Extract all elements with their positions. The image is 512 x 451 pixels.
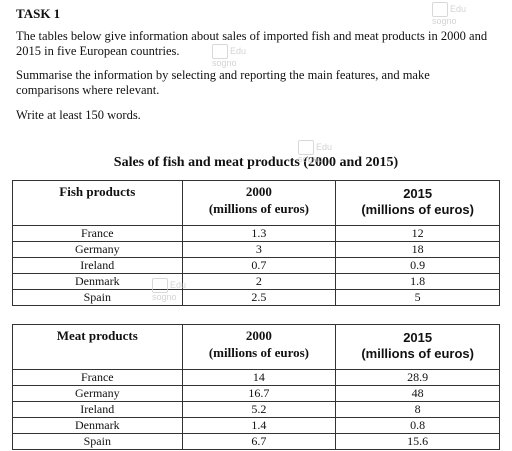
logo-icon xyxy=(298,140,314,155)
unit-label: (millions of euros) xyxy=(208,345,309,360)
logo-icon xyxy=(432,2,448,17)
table-header-row: Fish products 2000 (millions of euros) 2… xyxy=(12,180,500,226)
table-row: Germany 16.7 48 xyxy=(12,385,500,402)
logo-icon xyxy=(212,44,228,59)
country-cell: Germany xyxy=(12,241,183,258)
watermark-logo: Edu sogno xyxy=(212,44,247,68)
value-2015-cell: 18 xyxy=(335,241,500,258)
watermark-logo: Edu sogno xyxy=(432,2,467,26)
value-2000-cell: 14 xyxy=(181,369,337,386)
country-cell: Germany xyxy=(12,385,183,402)
watermark-logo: Edu sogno xyxy=(152,278,187,302)
logo-icon xyxy=(152,278,168,293)
country-cell: France xyxy=(12,225,183,242)
instruction-description: The tables below give information about … xyxy=(16,29,488,58)
table-row: Ireland 0.7 0.9 xyxy=(12,257,500,274)
value-2015-cell: 1.8 xyxy=(335,273,500,290)
unit-label: (millions of euros) xyxy=(361,346,474,361)
year-2015-header: 2015 (millions of euros) xyxy=(335,180,500,226)
fish-products-header: Fish products xyxy=(12,180,183,226)
fish-products-table: Fish products 2000 (millions of euros) 2… xyxy=(12,180,500,306)
task-heading: TASK 1 xyxy=(16,6,61,21)
value-2000-cell: 5.2 xyxy=(181,401,337,418)
unit-label: (millions of euros) xyxy=(208,201,309,216)
table-row: Denmark 2 1.8 xyxy=(12,273,500,290)
table-row: Ireland 5.2 8 xyxy=(12,401,500,418)
year-2000-header: 2000 (millions of euros) xyxy=(181,324,337,370)
figure-title: Sales of fish and meat products (2000 an… xyxy=(113,155,399,170)
unit-label: (millions of euros) xyxy=(361,202,474,217)
country-cell: Ireland xyxy=(12,401,183,418)
year-label: 2000 xyxy=(245,328,272,343)
value-2015-cell: 48 xyxy=(335,385,500,402)
country-cell: France xyxy=(12,369,183,386)
meat-products-table: Meat products 2000 (millions of euros) 2… xyxy=(12,324,500,450)
table-row: Denmark 1.4 0.8 xyxy=(12,417,500,434)
year-label: 2000 xyxy=(245,184,272,199)
meat-products-header: Meat products xyxy=(12,324,183,370)
value-2000-cell: 2 xyxy=(181,273,337,290)
year-label: 2015 xyxy=(403,330,433,345)
country-cell: Spain xyxy=(12,433,183,450)
country-cell: Denmark xyxy=(12,417,183,434)
value-2015-cell: 15.6 xyxy=(335,433,500,450)
year-2015-header: 2015 (millions of euros) xyxy=(335,324,500,370)
value-2015-cell: 0.9 xyxy=(335,257,500,274)
value-2015-cell: 5 xyxy=(335,289,500,306)
table-row: France 14 28.9 xyxy=(12,369,500,386)
table-row: France 1.3 12 xyxy=(12,225,500,242)
table-row: Spain 2.5 5 xyxy=(12,289,500,306)
value-2015-cell: 28.9 xyxy=(335,369,500,386)
instruction-summarise: Summarise the information by selecting a… xyxy=(16,68,430,97)
value-2015-cell: 12 xyxy=(335,225,500,242)
table-header-row: Meat products 2000 (millions of euros) 2… xyxy=(12,324,500,370)
value-2015-cell: 0.8 xyxy=(335,417,500,434)
value-2000-cell: 0.7 xyxy=(181,257,337,274)
value-2015-cell: 8 xyxy=(335,401,500,418)
watermark-logo: Edu sogno xyxy=(298,140,333,164)
value-2000-cell: 16.7 xyxy=(181,385,337,402)
country-cell: Ireland xyxy=(12,257,183,274)
instruction-word-count: Write at least 150 words. xyxy=(16,108,141,122)
year-2000-header: 2000 (millions of euros) xyxy=(181,180,337,226)
value-2000-cell: 3 xyxy=(181,241,337,258)
value-2000-cell: 2.5 xyxy=(181,289,337,306)
value-2000-cell: 6.7 xyxy=(181,433,337,450)
value-2000-cell: 1.4 xyxy=(181,417,337,434)
table-row: Germany 3 18 xyxy=(12,241,500,258)
year-label: 2015 xyxy=(403,186,433,201)
value-2000-cell: 1.3 xyxy=(181,225,337,242)
table-row: Spain 6.7 15.6 xyxy=(12,433,500,450)
